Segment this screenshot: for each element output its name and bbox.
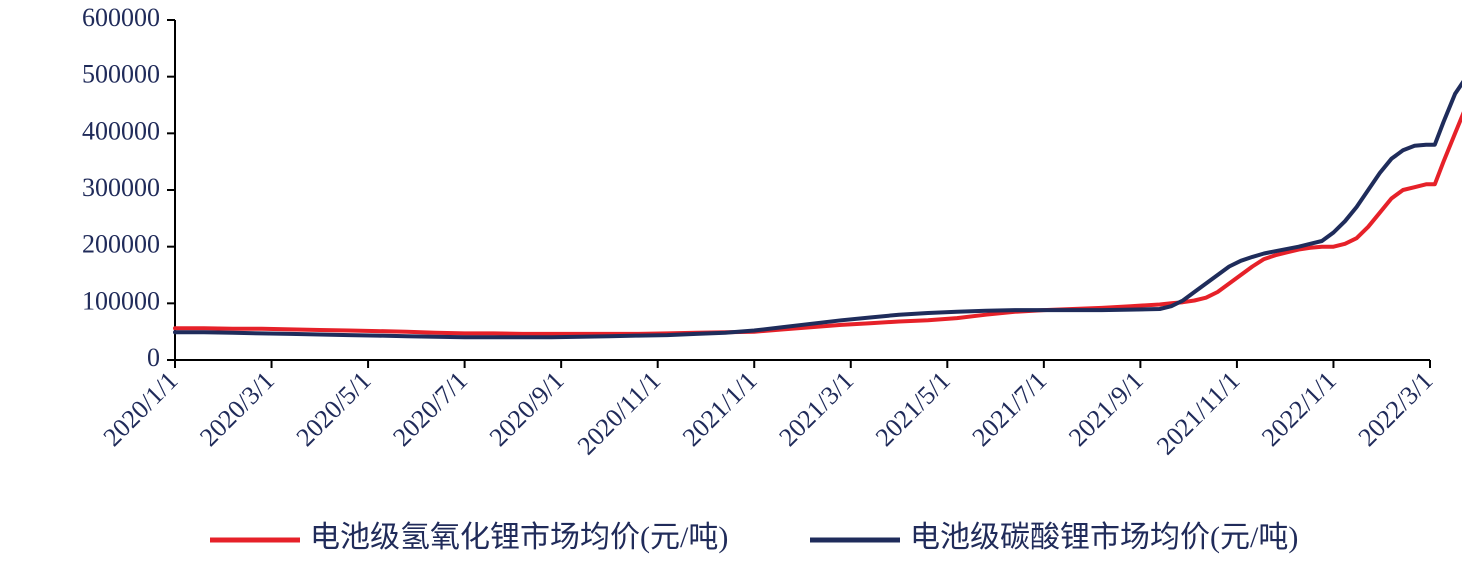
x-tick-label: 2020/9/1: [484, 366, 570, 452]
x-tick-label: 2021/3/1: [773, 366, 859, 452]
x-tick-label: 2020/1/1: [98, 366, 184, 452]
x-tick-label: 2021/9/1: [1063, 366, 1149, 452]
x-tick-label: 2021/7/1: [966, 366, 1052, 452]
chart-svg: 0 100000 200000 300000 400000 500000 600000 202…: [0, 0, 1462, 580]
series-lithium-carbonate: [175, 67, 1462, 337]
y-tick-label: 300000: [82, 173, 160, 202]
price-chart: 0 100000 200000 300000 400000 500000 600000 202…: [0, 0, 1462, 580]
x-tick-label: 2021/5/1: [870, 366, 956, 452]
series-lithium-hydroxide: [175, 81, 1462, 334]
x-tick-label: 2020/3/1: [194, 366, 280, 452]
x-tick-label: 2022/1/1: [1256, 366, 1342, 452]
y-tick-label: 200000: [82, 230, 160, 259]
x-tick-label: 2020/11/1: [572, 366, 666, 460]
x-tick-label: 2022/3/1: [1353, 366, 1439, 452]
y-tick-label: 500000: [82, 60, 160, 89]
y-tick-label: 0: [147, 343, 160, 372]
legend-label-hydroxide: 电池级氢氧化锂市场均价(元/吨): [310, 521, 728, 554]
x-tick-label: 2020/5/1: [291, 366, 377, 452]
legend-label-carbonate: 电池级碳酸锂市场均价(元/吨): [910, 521, 1298, 554]
x-tick-label: 2021/1/1: [677, 366, 763, 452]
x-tick-label: 2020/7/1: [387, 366, 473, 452]
y-tick-label: 400000: [82, 116, 160, 145]
y-tick-label: 600000: [82, 3, 160, 32]
y-tick-label: 100000: [82, 286, 160, 315]
x-tick-label: 2021/11/1: [1151, 366, 1245, 460]
